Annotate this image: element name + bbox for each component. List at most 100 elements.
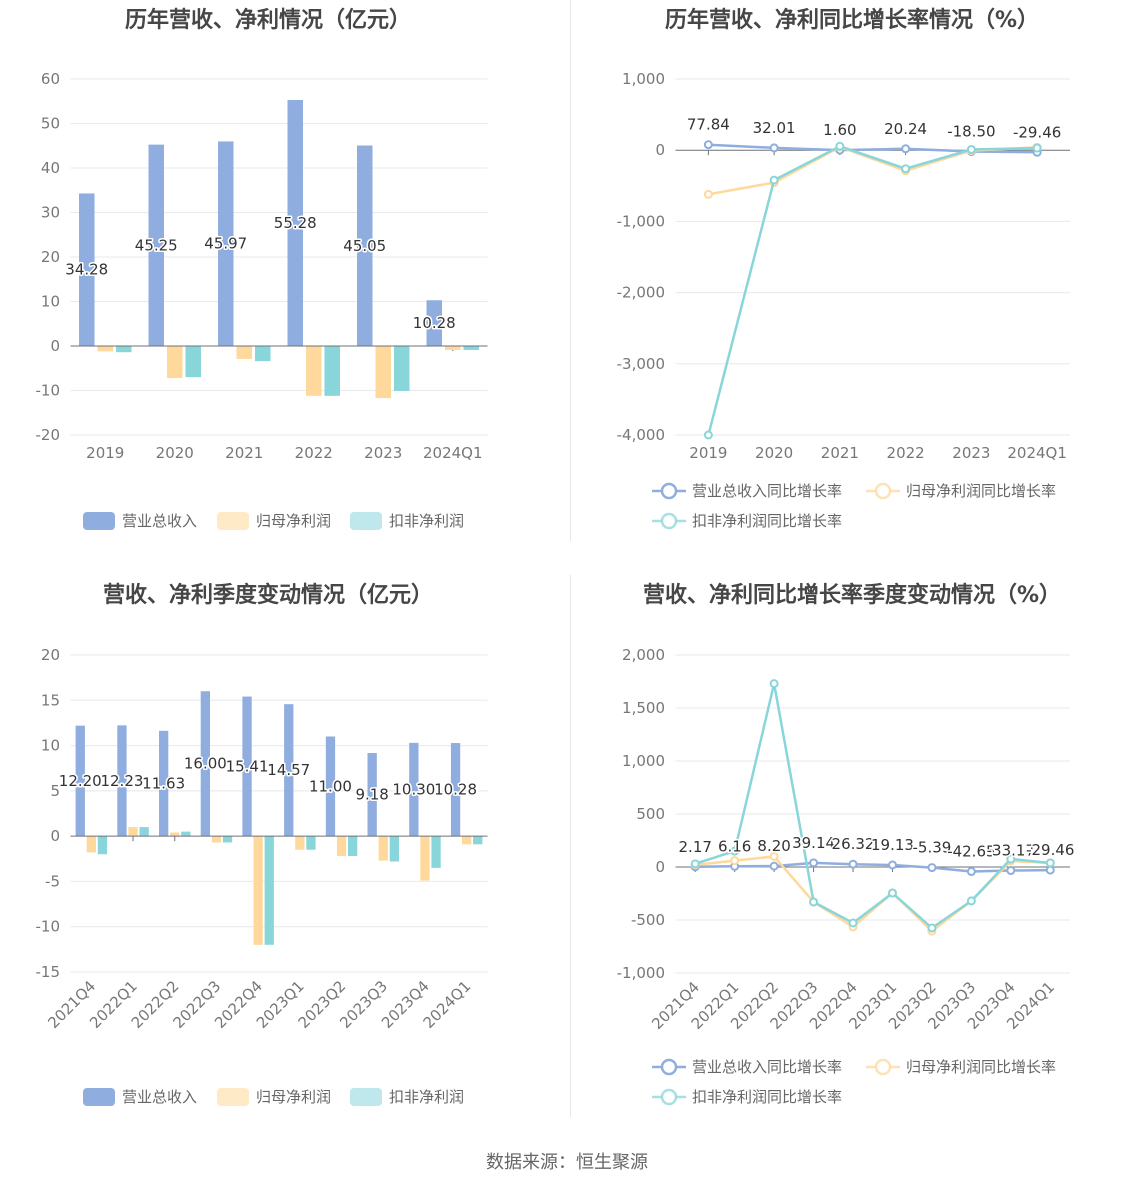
net-profit-bar <box>236 346 252 359</box>
x-tick-label: 2021 <box>225 444 263 462</box>
y-tick-label: 60 <box>41 70 60 88</box>
y-tick-label: -2,000 <box>617 284 665 302</box>
legend-item-net-profit: 归母净利润同比增长率 <box>866 482 1056 500</box>
legend-label: 扣非净利润同比增长率 <box>692 512 842 530</box>
revenue-data-label: 10.28 <box>413 314 456 332</box>
deducted-net-profit-bars <box>115 346 479 396</box>
x-tick-label: 2022 <box>887 444 925 462</box>
revenue-bar <box>218 141 234 346</box>
deducted-net-profit-growth-point <box>1045 858 1055 868</box>
net-profit-growth-line <box>708 145 1038 196</box>
y-tick-label: -1,000 <box>617 212 665 230</box>
deducted-net-profit-growth-point <box>809 897 819 907</box>
deducted-net-profit-bar <box>389 836 399 862</box>
net-profit-bar <box>128 827 138 837</box>
y-tick-label: 0 <box>50 337 60 355</box>
net-profit-bar <box>97 346 113 352</box>
revenue-data-label: 8.20 <box>757 837 790 855</box>
y-tick-label: -5 <box>45 872 60 890</box>
legend-marker <box>874 1058 892 1076</box>
legend-label: 营业总收入 <box>122 1088 197 1106</box>
revenue-data-label: 45.97 <box>204 235 247 253</box>
x-tick-label: 2020 <box>156 444 194 462</box>
y-tick-label: 20 <box>41 646 60 664</box>
revenue-data-label: 11.63 <box>142 774 185 792</box>
legend-item-net-profit: 归母净利润 <box>217 512 331 530</box>
x-tick-label: 2023 <box>952 444 990 462</box>
net-profit-bar <box>336 836 347 857</box>
legend-item-revenue: 营业总收入 <box>83 1088 197 1106</box>
revenue-bar <box>159 730 169 837</box>
x-tick-label: 2019 <box>86 444 124 462</box>
revenue-growth-point <box>703 140 713 150</box>
legend-item-net-profit: 归母净利润同比增长率 <box>866 1058 1056 1076</box>
legend-marker <box>874 482 892 500</box>
revenue-data-label: 10.30 <box>392 781 435 799</box>
y-tick-label: 5 <box>50 782 60 800</box>
revenue-bar <box>75 725 85 837</box>
chart-title: 历年营收、净利情况（亿元） <box>125 7 411 33</box>
chart-title: 营收、净利同比增长率季度变动情况（%） <box>643 582 1061 608</box>
deducted-net-profit-growth-point <box>927 923 937 933</box>
revenue-data-label: 15.41 <box>226 757 269 775</box>
revenue-data-label: -18.50 <box>947 123 995 141</box>
revenue-data-label: 20.24 <box>884 120 927 138</box>
y-tick-label: 1,500 <box>622 699 665 717</box>
deducted-net-profit-bar <box>185 346 201 378</box>
legend: 营业总收入 归母净利润 扣非净利润 <box>83 512 464 530</box>
x-tick-label: 2024Q1 <box>423 444 483 462</box>
revenue-data-label: -33.17 <box>987 842 1035 860</box>
revenue-data-label: 14.57 <box>267 761 310 779</box>
y-tick-label: -10 <box>36 382 61 400</box>
revenue-data-label: 16.00 <box>184 755 227 773</box>
y-tick-label: -3,000 <box>617 355 665 373</box>
net-profit-bar <box>445 346 461 350</box>
deducted-net-profit-bar <box>473 836 483 845</box>
annual-growth-rate-chart: 历年营收、净利同比增长率情况（%） 1,000 0 -1,000 -2,000 -3,00… <box>617 7 1070 530</box>
revenue-bars <box>79 100 443 346</box>
y-tick-label: 40 <box>41 159 60 177</box>
x-tick-label: 2023 <box>364 444 402 462</box>
revenue-growth-point <box>1045 865 1055 875</box>
legend-item-net-profit: 归母净利润 <box>217 1088 331 1106</box>
net-profit-bar <box>211 836 222 843</box>
deducted-net-profit-growth-line <box>707 145 1038 436</box>
revenue-bar <box>357 145 373 346</box>
revenue-data-label: 39.14 <box>792 834 835 852</box>
revenue-growth-line <box>695 861 1051 873</box>
x-tick-label: 2019 <box>689 444 727 462</box>
revenue-bar <box>148 144 165 346</box>
annual-revenue-profit-chart: 历年营收、净利情况（亿元） 60 50 40 30 20 10 0 -10 -20 2019 2020… <box>36 7 488 530</box>
deducted-net-profit-growth-point <box>730 846 740 856</box>
revenue-bar <box>117 725 127 837</box>
y-tick-label: 10 <box>41 293 60 311</box>
revenue-bar <box>200 691 211 837</box>
deducted-net-profit-growth-point <box>966 144 976 154</box>
deducted-net-profit-bar <box>115 346 132 353</box>
deducted-net-profit-bar <box>431 836 441 868</box>
revenue-bar <box>287 100 304 346</box>
net-profit-bar <box>86 836 96 853</box>
net-profit-growth-point <box>769 851 779 861</box>
legend-label: 归母净利润同比增长率 <box>906 1058 1056 1076</box>
y-tick-label: 0 <box>655 858 665 876</box>
y-tick-label: 30 <box>41 204 60 222</box>
deducted-net-profit-bar <box>347 836 358 857</box>
legend: 营业总收入 归母净利润 扣非净利润 <box>83 1088 464 1106</box>
revenue-growth-point <box>966 867 976 877</box>
deducted-net-profit-growth-point <box>1006 854 1016 864</box>
legend-swatch <box>83 512 115 530</box>
revenue-growth-point <box>887 860 897 870</box>
revenue-bars <box>75 691 461 837</box>
deducted-net-profit-bar <box>97 836 108 855</box>
legend-item-deducted-net-profit: 扣非净利润同比增长率 <box>652 512 842 530</box>
legend-item-revenue: 营业总收入同比增长率 <box>652 1058 842 1076</box>
y-tick-label: 2,000 <box>622 646 665 664</box>
net-profit-bar <box>420 836 430 881</box>
y-tick-label: -4,000 <box>617 426 665 444</box>
deducted-net-profit-growth-point <box>835 141 845 151</box>
revenue-data-label: 26.32 <box>832 835 875 853</box>
revenue-bar <box>284 704 294 837</box>
